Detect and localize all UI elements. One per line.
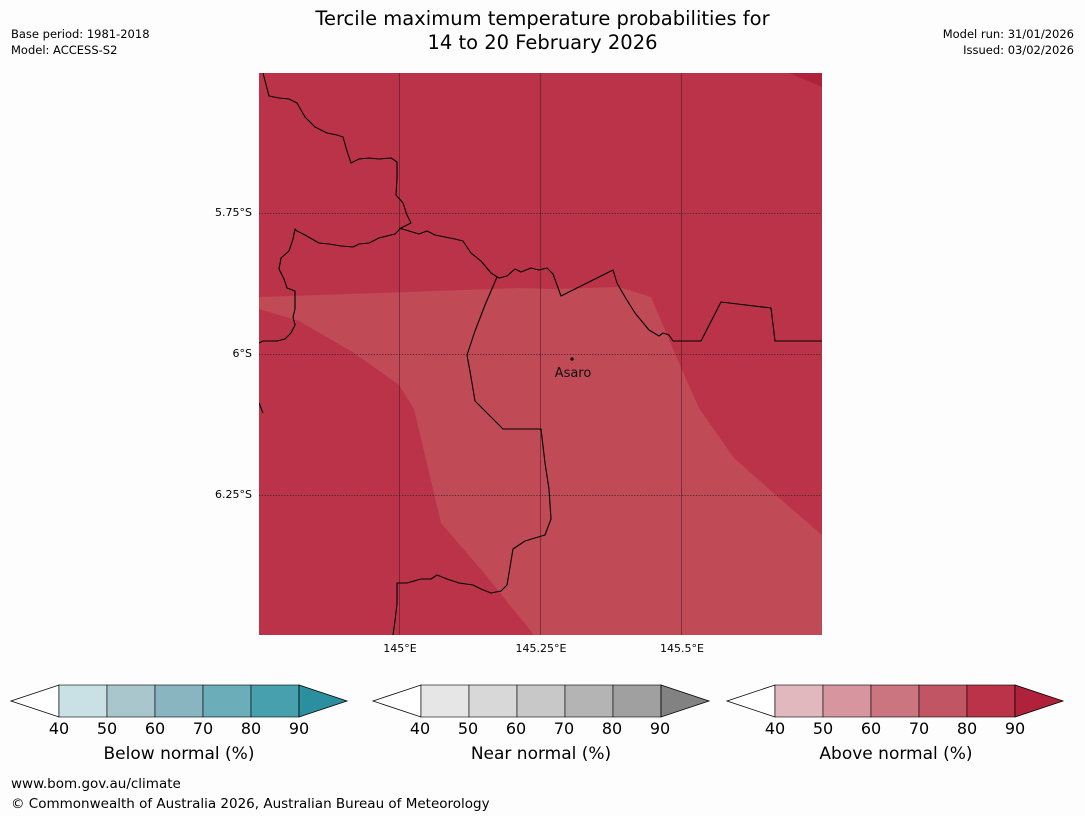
- colorbar-above-segment-60: [870, 684, 920, 718]
- model-run: Model run: 31/01/2026: [942, 27, 1074, 41]
- below-tick-90: 90: [288, 719, 310, 738]
- colorbar-above-segment-40: [774, 684, 824, 718]
- colorbar-below-segment-60: [154, 684, 204, 718]
- below-tick-40: 40: [48, 719, 70, 738]
- lon-label-145: 145°E: [383, 642, 417, 655]
- colorbar-below-segment-50: [106, 684, 156, 718]
- map-darker-corner: [789, 73, 822, 87]
- colorbar-near-segment-40: [420, 684, 470, 718]
- near-tick-80: 80: [601, 719, 623, 738]
- colorbar-above-under-extension: [725, 684, 776, 718]
- colorbar-above-over-extension: [1014, 684, 1065, 718]
- title-line-2: 14 to 20 February 2026: [427, 31, 658, 54]
- page-title: Tercile maximum temperature probabilitie…: [0, 7, 1085, 55]
- above-tick-90: 90: [1004, 719, 1026, 738]
- colorbar-near-segment-80: [612, 684, 662, 718]
- colorbar-near: [371, 684, 711, 718]
- above-tick-70: 70: [908, 719, 930, 738]
- boundary-north: [259, 73, 412, 344]
- place-marker-asaro: [570, 357, 574, 361]
- near-tick-50: 50: [457, 719, 479, 738]
- colorbar-near-over-extension: [660, 684, 711, 718]
- header-right: Model run: 31/01/2026 Issued: 03/02/2026: [943, 26, 1074, 58]
- near-tick-40: 40: [409, 719, 431, 738]
- colorbar-below-segment-40: [58, 684, 108, 718]
- colorbar-near-segment-60: [516, 684, 566, 718]
- below-tick-70: 70: [192, 719, 214, 738]
- lon-label-145-5: 145.5°E: [660, 642, 704, 655]
- footer-copyright: © Commonwealth of Australia 2026, Austra…: [11, 796, 490, 812]
- boundary-central: [398, 227, 822, 342]
- colorbar-row: [9, 684, 1065, 718]
- colorbar-above-segment-70: [918, 684, 968, 718]
- issued-date: Issued: 03/02/2026: [963, 43, 1074, 57]
- colorbar-above-segment-80: [966, 684, 1016, 718]
- colorbar-below: [9, 684, 349, 718]
- above-tick-40: 40: [764, 719, 786, 738]
- boundary-lines: [259, 73, 822, 635]
- lat-label-6-25: 6.25°S: [215, 488, 252, 501]
- base-period: Base period: 1981-2018: [11, 27, 150, 41]
- header-left: Base period: 1981-2018 Model: ACCESS-S2: [11, 26, 150, 58]
- near-tick-90: 90: [649, 719, 671, 738]
- graticule-meridians: [399, 73, 682, 635]
- boundary-south: [392, 276, 552, 635]
- below-tick-50: 50: [96, 719, 118, 738]
- near-tick-60: 60: [505, 719, 527, 738]
- lat-label-6: 6°S: [232, 347, 252, 360]
- footer-url: www.bom.gov.au/climate: [11, 776, 181, 792]
- map-panel: Asaro: [259, 73, 822, 635]
- place-label-asaro: Asaro: [555, 366, 592, 381]
- below-tick-80: 80: [240, 719, 262, 738]
- above-tick-50: 50: [812, 719, 834, 738]
- model-name: Model: ACCESS-S2: [11, 43, 118, 57]
- footer: www.bom.gov.au/climate © Commonwealth of…: [11, 774, 490, 814]
- colorbar-label-near: Near normal (%): [470, 744, 612, 764]
- colorbar-below-segment-80: [250, 684, 300, 718]
- colorbar-above-segment-50: [822, 684, 872, 718]
- near-tick-70: 70: [553, 719, 575, 738]
- above-tick-60: 60: [860, 719, 882, 738]
- colorbar-near-segment-70: [564, 684, 614, 718]
- colorbar-below-segment-70: [202, 684, 252, 718]
- colorbar-below-under-extension: [9, 684, 60, 718]
- colorbar-label-below: Below normal (%): [103, 744, 255, 764]
- colorbar-near-under-extension: [371, 684, 422, 718]
- title-line-1: Tercile maximum temperature probabilitie…: [315, 7, 770, 30]
- above-tick-80: 80: [956, 719, 978, 738]
- colorbar-label-above: Above normal (%): [819, 744, 973, 764]
- lon-label-145-25: 145.25°E: [515, 642, 567, 655]
- boundary-west-fragment: [259, 402, 264, 414]
- colorbar-near-segment-50: [468, 684, 518, 718]
- colorbar-above: [725, 684, 1065, 718]
- colorbar-below-over-extension: [298, 684, 349, 718]
- lat-label-5-75: 5.75°S: [215, 206, 252, 219]
- below-tick-60: 60: [144, 719, 166, 738]
